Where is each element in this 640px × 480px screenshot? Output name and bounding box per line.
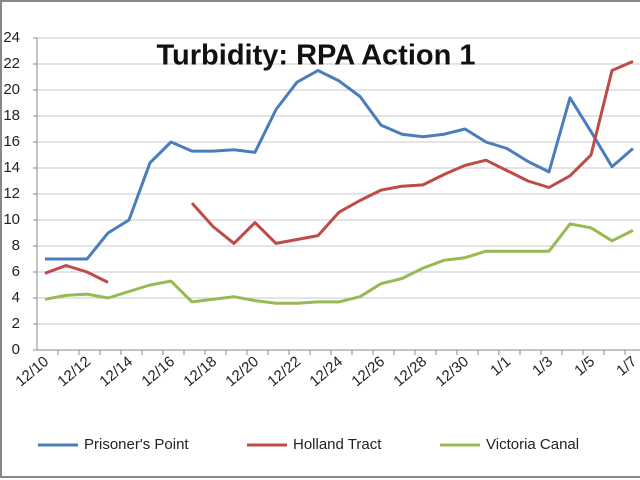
x-tick-label: 12/30 bbox=[432, 353, 472, 390]
x-tick-label: 12/14 bbox=[96, 353, 136, 390]
x-tick-label: 1/7 bbox=[613, 353, 640, 379]
x-tick-label: 12/16 bbox=[138, 353, 178, 390]
series-line bbox=[44, 222, 634, 305]
y-tick-label: 2 bbox=[12, 315, 20, 332]
x-tick-label: 12/24 bbox=[306, 353, 346, 390]
chart-title: Turbidity: RPA Action 1 bbox=[157, 40, 476, 72]
y-tick-label: 0 bbox=[12, 341, 20, 358]
x-tick-label: 12/22 bbox=[264, 353, 304, 390]
y-tick-label: 14 bbox=[3, 159, 20, 176]
x-tick-label: 12/26 bbox=[348, 353, 388, 390]
y-tick-label: 4 bbox=[12, 289, 20, 306]
x-tick-label: 12/10 bbox=[12, 353, 52, 390]
y-tick-label: 16 bbox=[3, 133, 20, 150]
x-tick-label: 1/1 bbox=[487, 353, 514, 379]
legend-label: Prisoner's Point bbox=[84, 436, 189, 453]
y-tick-label: 22 bbox=[3, 55, 20, 72]
x-tick-label: 1/3 bbox=[529, 353, 556, 379]
legend-label: Victoria Canal bbox=[486, 436, 579, 453]
x-tick-label: 12/18 bbox=[180, 353, 220, 390]
y-tick-label: 6 bbox=[12, 263, 20, 280]
y-tick-label: 12 bbox=[3, 185, 20, 202]
y-tick-label: 24 bbox=[3, 29, 20, 46]
y-tick-label: 20 bbox=[3, 81, 20, 98]
x-tick-label: 1/5 bbox=[571, 353, 598, 379]
series-line bbox=[45, 69, 634, 261]
x-tick-label: 12/28 bbox=[390, 353, 430, 390]
series-line bbox=[44, 60, 634, 284]
legend-label: Holland Tract bbox=[293, 436, 382, 453]
x-tick-label: 12/12 bbox=[54, 353, 94, 390]
y-tick-label: 18 bbox=[3, 107, 20, 124]
y-tick-label: 10 bbox=[3, 211, 20, 228]
y-tick-label: 8 bbox=[12, 237, 20, 254]
x-tick-label: 12/20 bbox=[222, 353, 262, 390]
